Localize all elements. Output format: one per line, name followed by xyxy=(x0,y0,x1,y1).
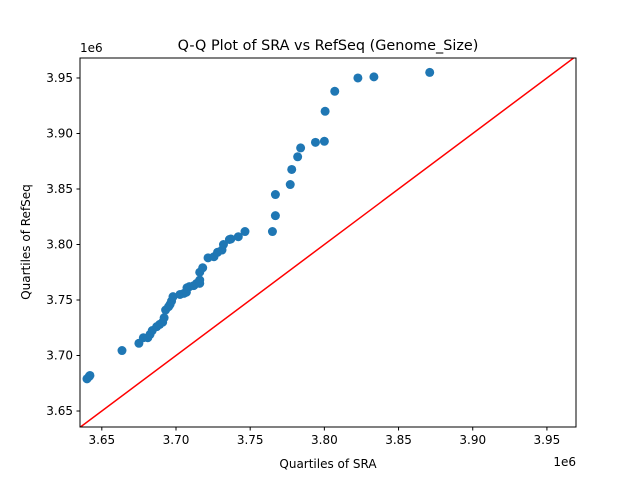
y-tick-label: 3.85 xyxy=(46,182,73,196)
data-point xyxy=(233,232,243,242)
data-point xyxy=(240,227,250,237)
data-point xyxy=(369,72,379,82)
y-tick-label: 3.80 xyxy=(46,237,73,251)
y-tick-label: 3.70 xyxy=(46,349,73,363)
y-tick-label: 3.65 xyxy=(46,404,73,418)
x-tick-label: 3.65 xyxy=(88,433,115,447)
y-tick-label: 3.95 xyxy=(46,71,73,85)
data-point xyxy=(270,211,280,221)
data-point xyxy=(425,67,435,77)
data-point xyxy=(319,136,329,146)
data-point xyxy=(330,86,340,96)
data-point xyxy=(168,292,178,302)
reference-line xyxy=(80,58,575,427)
data-point xyxy=(296,143,306,153)
x-axis-label: Quartiles of SRA xyxy=(279,457,377,471)
x-offset-label: 1e6 xyxy=(553,455,576,469)
data-point xyxy=(287,164,297,174)
data-point xyxy=(293,152,303,162)
y-offset-label: 1e6 xyxy=(80,41,103,55)
y-tick-label: 3.90 xyxy=(46,126,73,140)
x-tick-label: 3.85 xyxy=(385,433,412,447)
data-point xyxy=(285,180,295,190)
x-tick-label: 3.90 xyxy=(459,433,486,447)
x-tick-label: 3.95 xyxy=(534,433,561,447)
data-point xyxy=(198,263,208,273)
data-point xyxy=(267,227,277,237)
chart-title: Q-Q Plot of SRA vs RefSeq (Genome_Size) xyxy=(178,38,479,54)
data-point xyxy=(353,73,363,83)
data-point xyxy=(159,313,169,323)
data-point xyxy=(195,275,205,285)
data-point xyxy=(85,370,95,380)
data-point xyxy=(226,234,236,244)
data-point xyxy=(320,106,330,116)
x-tick-label: 3.70 xyxy=(163,433,190,447)
axes-frame xyxy=(79,57,577,428)
data-point xyxy=(310,137,320,147)
data-point xyxy=(117,346,127,356)
data-point xyxy=(270,190,280,200)
x-tick-label: 3.75 xyxy=(237,433,264,447)
y-axis-label: Quartiles of RefSeq xyxy=(19,184,33,300)
data-point xyxy=(218,239,228,249)
x-tick-label: 3.80 xyxy=(311,433,338,447)
y-tick-label: 3.75 xyxy=(46,293,73,307)
